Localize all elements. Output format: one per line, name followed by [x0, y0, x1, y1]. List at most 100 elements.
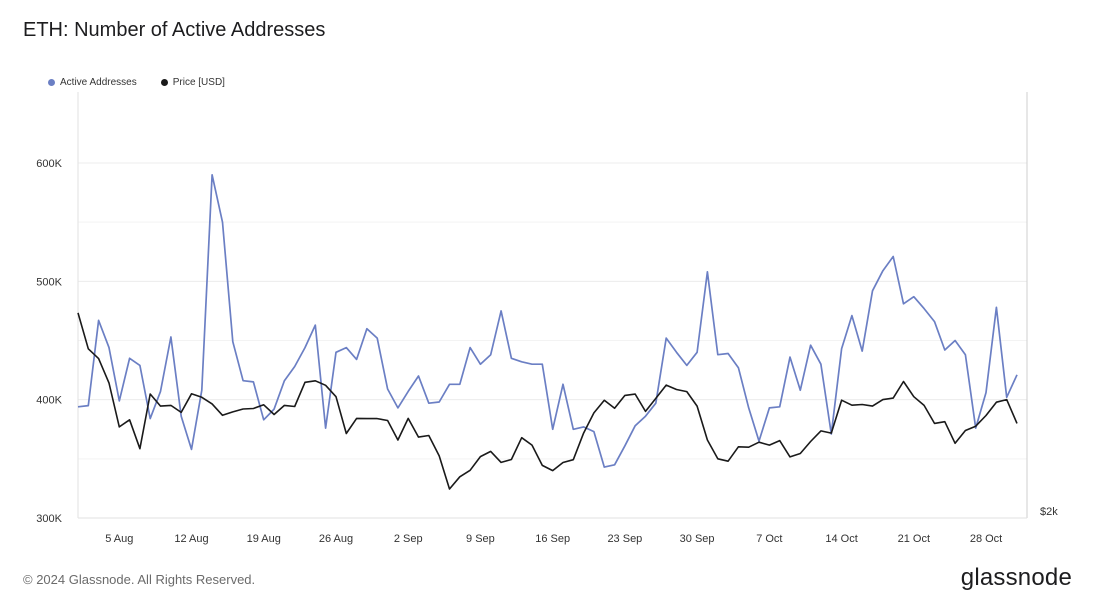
- active-addresses-point: [715, 352, 720, 357]
- active-addresses-point: [550, 427, 555, 432]
- active-addresses-point: [519, 359, 524, 364]
- active-addresses-point: [282, 378, 287, 383]
- active-addresses-point: [540, 362, 545, 367]
- active-addresses-point: [241, 378, 246, 383]
- price-point: [210, 401, 215, 406]
- price-point: [76, 310, 81, 315]
- price-point: [499, 460, 504, 465]
- price-point: [313, 378, 318, 383]
- price-point: [189, 391, 194, 396]
- active-addresses-point: [333, 350, 338, 355]
- active-addresses-point: [581, 424, 586, 429]
- price-point: [591, 410, 596, 415]
- active-addresses-point: [199, 388, 204, 393]
- active-addresses-point: [798, 388, 803, 393]
- price-point: [1004, 397, 1009, 402]
- price-point: [96, 356, 101, 361]
- x-tick-label: 16 Sep: [535, 533, 570, 545]
- active-addresses-point: [684, 363, 689, 368]
- price-point: [622, 393, 627, 398]
- x-tick-label: 2 Sep: [394, 533, 423, 545]
- x-tick-label: 26 Aug: [319, 533, 353, 545]
- active-addresses-point: [478, 362, 483, 367]
- legend-dot-active-icon: [48, 79, 55, 86]
- y-tick-label: 600K: [36, 158, 62, 170]
- active-addresses-point: [963, 352, 968, 357]
- price-point: [406, 416, 411, 421]
- price-point: [963, 428, 968, 433]
- x-axis-ticks: 5 Aug 12 Aug 19 Aug 26 Aug 2 Sep 9 Sep 16 Sep 2…: [105, 533, 1002, 545]
- price-point: [767, 443, 772, 448]
- price-point: [323, 383, 328, 388]
- price-point: [158, 404, 163, 409]
- active-addresses-point: [891, 254, 896, 259]
- price-point: [705, 438, 710, 443]
- active-addresses-point: [416, 374, 421, 379]
- active-addresses-point: [860, 349, 865, 354]
- active-addresses-point: [736, 365, 741, 370]
- y-axis-ticks: 300K 400K 500K 600K $2k: [36, 158, 1058, 525]
- chart-plot[interactable]: 300K 400K 500K 600K $2k 5 Aug 12 Aug 19 Aug 26 …: [0, 0, 1095, 560]
- active-addresses-point: [787, 355, 792, 360]
- price-point: [798, 451, 803, 456]
- x-tick-label: 14 Oct: [825, 533, 857, 545]
- price-point: [364, 416, 369, 421]
- price-point: [757, 440, 762, 445]
- price-point: [86, 346, 91, 351]
- active-addresses-point: [220, 220, 225, 225]
- active-addresses-point: [746, 405, 751, 410]
- glassnode-logo[interactable]: glassnode: [960, 564, 1072, 591]
- x-tick-label: 9 Sep: [466, 533, 495, 545]
- legend-item-active-addresses[interactable]: Active Addresses: [48, 77, 137, 88]
- price-point: [333, 394, 338, 399]
- x-tick-label: 23 Sep: [607, 533, 642, 545]
- active-addresses-point: [922, 306, 927, 311]
- price-point: [726, 459, 731, 464]
- chart-title: ETH: Number of Active Addresses: [23, 19, 326, 41]
- active-addresses-point: [272, 407, 277, 412]
- active-addresses-point: [375, 336, 380, 341]
- price-point: [220, 413, 225, 418]
- price-point: [994, 400, 999, 405]
- x-tick-label: 28 Oct: [970, 533, 1002, 545]
- y-tick-label: 300K: [36, 513, 62, 525]
- active-addresses-point: [602, 465, 607, 470]
- price-point: [953, 441, 958, 446]
- price-point: [860, 402, 865, 407]
- active-addresses-point: [168, 334, 173, 339]
- price-point: [736, 444, 741, 449]
- x-tick-label: 19 Aug: [247, 533, 281, 545]
- active-addresses-point: [96, 318, 101, 323]
- series-points: [76, 172, 1020, 491]
- legend-item-price[interactable]: Price [USD]: [160, 77, 225, 88]
- price-point: [880, 397, 885, 402]
- x-tick-label: 5 Aug: [105, 533, 133, 545]
- active-addresses-point: [364, 326, 369, 331]
- price-point: [457, 474, 462, 479]
- active-addresses-point: [292, 364, 297, 369]
- price-point: [829, 431, 834, 436]
- price-point: [839, 398, 844, 403]
- active-addresses-point: [849, 313, 854, 318]
- price-point: [1015, 421, 1020, 426]
- active-addresses-point: [158, 389, 163, 394]
- active-addresses-point: [633, 423, 638, 428]
- active-addresses-point: [189, 447, 194, 452]
- price-point: [674, 387, 679, 392]
- price-point: [426, 433, 431, 438]
- active-addresses-point: [468, 345, 473, 350]
- active-addresses-point: [210, 172, 215, 177]
- chart-legend: Active Addresses Price [USD]: [48, 77, 225, 88]
- price-point: [137, 446, 142, 451]
- active-addresses-point: [664, 336, 669, 341]
- active-addresses-point: [251, 379, 256, 384]
- price-point: [344, 431, 349, 436]
- price-point: [106, 380, 111, 385]
- active-addresses-point: [839, 346, 844, 351]
- active-addresses-point: [303, 345, 308, 350]
- active-addresses-point: [591, 429, 596, 434]
- price-point: [292, 404, 297, 409]
- price-point: [261, 402, 266, 407]
- active-addresses-point: [323, 426, 328, 431]
- active-addresses-point: [932, 319, 937, 324]
